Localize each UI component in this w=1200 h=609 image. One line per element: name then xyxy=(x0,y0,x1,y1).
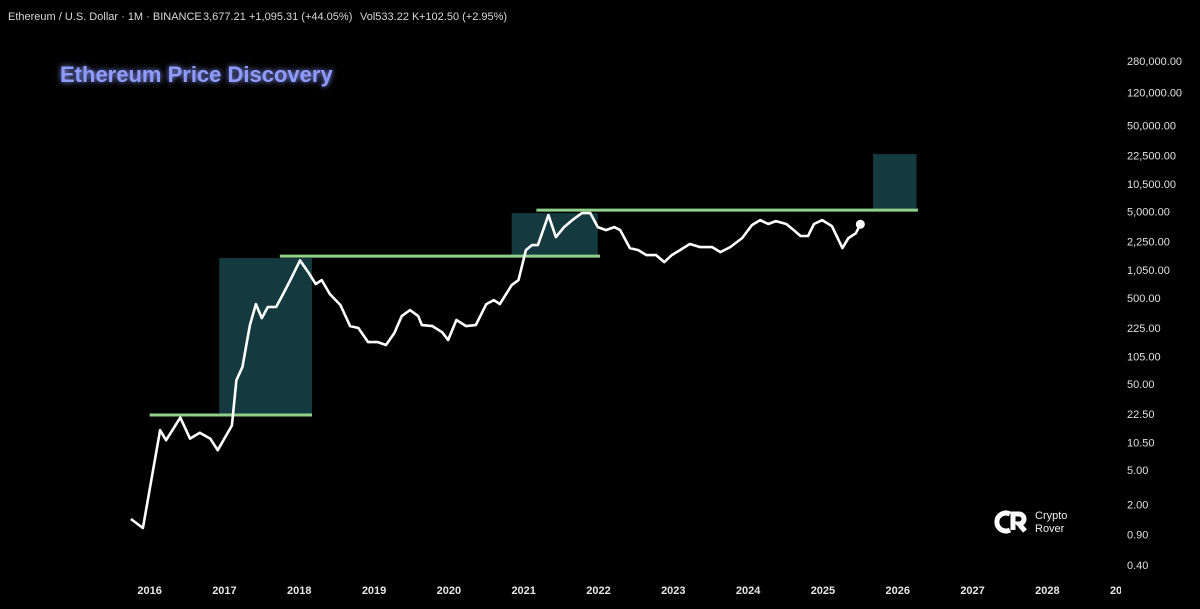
y-tick-label: 280,000.00 xyxy=(1127,56,1182,68)
y-tick-label: 105.00 xyxy=(1127,351,1161,363)
price-line xyxy=(130,211,865,530)
x-tick-label: 2017 xyxy=(212,585,236,597)
x-tick-label: 2020 xyxy=(437,585,461,597)
x-tick-label: 2019 xyxy=(362,585,386,597)
x-tick-label: 2027 xyxy=(960,585,984,597)
discovery-zone xyxy=(219,258,312,416)
logo-text: Rover xyxy=(1035,523,1065,535)
y-tick-label: 50.00 xyxy=(1127,379,1155,391)
header-text: Ethereum / U.S. Dollar · 1M · BINANCE xyxy=(8,11,202,23)
x-axis: 2016 2017 2018 2019 2020 2021 2022 2023 2024 2025… xyxy=(137,583,1134,597)
header-text: Vol533.22 K xyxy=(360,11,420,23)
logo-icon xyxy=(1010,511,1027,533)
y-tick-label: 120,000.00 xyxy=(1127,88,1182,100)
x-tick-label: 2023 xyxy=(661,585,685,597)
chart-title: Ethereum Price Discovery xyxy=(60,62,333,87)
x-tick-label: 2024 xyxy=(736,585,761,597)
y-tick-label: 22,500.00 xyxy=(1127,150,1176,162)
discovery-zone xyxy=(873,154,917,211)
x-tick-label: 2025 xyxy=(811,585,835,597)
levels xyxy=(149,208,918,417)
header-text: +102.50 (+2.95%) xyxy=(419,11,507,23)
y-tick-label: 10,500.00 xyxy=(1127,179,1176,191)
logo-text: Crypto xyxy=(1035,510,1067,522)
header-text: 3,677.21 xyxy=(203,11,246,23)
y-tick-label: 5,000.00 xyxy=(1127,207,1170,219)
x-tick-label: 2021 xyxy=(511,585,535,597)
x-tick-label: 2028 xyxy=(1035,585,1059,597)
last-price-dot xyxy=(855,219,865,229)
y-tick-label: 0.90 xyxy=(1127,529,1148,541)
logo-icon xyxy=(994,510,1012,534)
y-tick-label: 5.00 xyxy=(1127,465,1148,477)
header-text: +1,095.31 (+44.05%) xyxy=(249,11,352,23)
x-tick-label: 2022 xyxy=(586,585,610,597)
y-tick-label: 0.40 xyxy=(1127,560,1148,572)
logo: Crypto Rover xyxy=(994,510,1067,535)
y-tick-label: 500.00 xyxy=(1127,293,1161,305)
x-tick-label: 2016 xyxy=(137,585,161,597)
y-tick-label: 50,000.00 xyxy=(1127,120,1176,132)
y-axis: 280,000.00 120,000.00 50,000.00 22,500.00 10… xyxy=(1121,56,1182,572)
y-tick-label: 1,050.00 xyxy=(1127,265,1170,277)
y-tick-label: 225.00 xyxy=(1127,323,1161,335)
x-tick-label: 2026 xyxy=(886,585,910,597)
x-tick-label: 2018 xyxy=(287,585,311,597)
y-tick-label: 2,250.00 xyxy=(1127,237,1170,249)
x-tick-label: 2029 xyxy=(1110,585,1134,597)
header: Ethereum / U.S. Dollar · 1M · BINANCE 3,6… xyxy=(8,11,507,23)
y-tick-label: 2.00 xyxy=(1127,500,1148,512)
y-tick-label: 10.50 xyxy=(1127,437,1155,449)
price-line xyxy=(130,211,862,530)
y-tick-label: 22.50 xyxy=(1127,409,1155,421)
